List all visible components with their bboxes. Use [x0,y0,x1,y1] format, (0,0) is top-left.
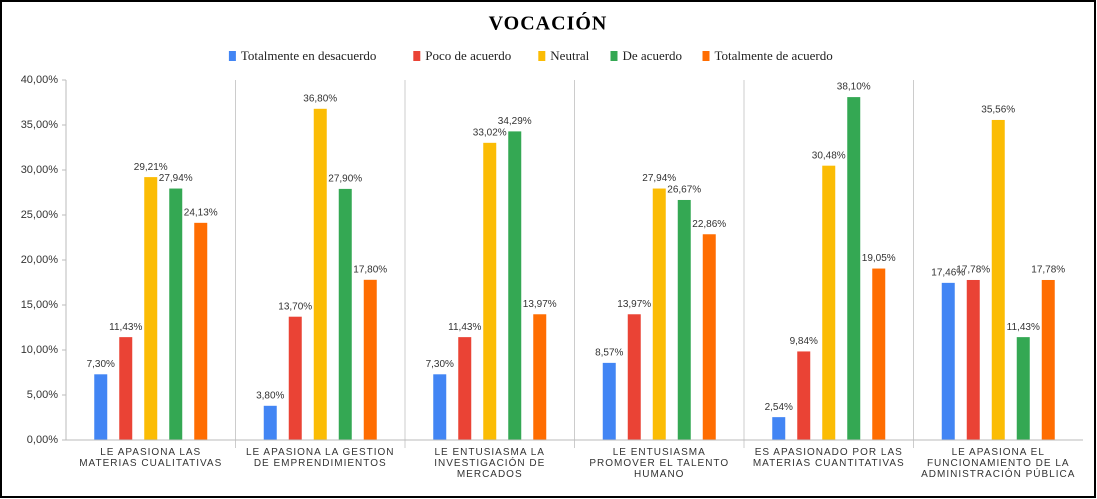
bar [847,97,861,440]
legend-label: Totalmente en desacuerdo [241,48,377,63]
y-tick-label: 25,00% [21,209,59,221]
data-label: 13,97% [523,299,557,310]
bar [941,282,955,440]
data-label: 3,80% [256,390,284,401]
x-tick-label: LE ENTUSIASMA PROMOVER EL TALENTO HUMANO [589,447,730,480]
y-tick-label: 10,00% [21,344,59,356]
data-label: 17,80% [353,264,387,275]
y-tick-label: 0,00% [27,434,58,446]
data-label: 27,90% [328,174,362,185]
data-label: 17,78% [1031,265,1065,276]
bar [94,374,108,440]
data-label: 34,29% [498,116,532,127]
bar [263,405,277,440]
bar [144,177,158,441]
bar [533,314,547,440]
bar [602,362,616,440]
y-tick-label: 20,00% [21,254,59,266]
bar [966,279,980,440]
bar [363,279,377,440]
data-label: 26,67% [667,185,701,196]
bar [338,188,352,440]
bar [872,268,886,440]
bar [1041,279,1055,440]
data-label: 19,05% [862,253,896,264]
bar [458,337,472,440]
x-tick-label: LE APASIONA LAS MATERIAS CUALITATIVAS [79,447,223,469]
data-label: 33,02% [473,127,507,138]
legend-swatch [610,51,618,61]
data-label: 11,43% [448,322,481,333]
bar [194,222,208,440]
legend-swatch [538,51,546,61]
data-label: 13,97% [617,299,651,310]
data-label: 29,21% [134,162,168,173]
legend-swatch [702,51,710,61]
bar [313,108,327,441]
x-tick-label: ES APASIONADO POR LAS MATERIAS CUANTITAT… [752,447,905,469]
y-tick-label: 30,00% [21,164,59,176]
data-label: 7,30% [426,359,454,370]
data-label: 22,86% [692,219,726,230]
chart-title: VOCACIÓN [489,11,608,35]
bar [119,337,133,440]
data-label: 38,10% [837,82,871,93]
legend-label: De acuerdo [623,48,683,63]
bar [483,142,497,440]
bar [652,188,666,440]
data-label: 9,84% [790,336,818,347]
data-label: 13,70% [278,301,312,312]
bar [677,199,691,440]
data-label: 7,30% [87,359,115,370]
data-label: 27,94% [642,173,676,184]
y-tick-label: 35,00% [21,119,59,131]
bar [433,374,447,440]
legend-label: Neutral [550,48,589,63]
data-label: 30,48% [812,150,846,161]
data-label: 11,43% [1007,322,1040,333]
bar [1016,337,1030,440]
data-label: 24,13% [184,207,218,218]
y-tick-label: 40,00% [21,74,59,86]
legend-label: Poco de acuerdo [425,48,511,63]
data-label: 17,78% [956,265,990,276]
bar [627,314,641,440]
bar [822,165,836,440]
bar [508,131,522,440]
data-label: 2,54% [765,402,793,413]
data-label: 36,80% [303,93,337,104]
data-label: 17,46% [931,268,965,279]
y-tick-label: 5,00% [27,389,58,401]
data-label: 35,56% [981,105,1015,116]
bar [797,351,811,440]
data-label: 11,43% [109,322,142,333]
legend-label: Totalmente de acuerdo [715,48,833,63]
bar [288,316,302,440]
y-tick-label: 15,00% [21,299,59,311]
bar [169,188,183,440]
x-tick-label: LE APASIONA EL FUNCIONAMIENTO DE LA ADMI… [921,447,1076,480]
legend-swatch [413,51,421,61]
bar [772,417,786,440]
x-tick-label: LE APASIONA LA GESTION DE EMPRENDIMIENTO… [245,447,395,469]
bar [702,234,716,440]
data-label: 8,57% [595,348,623,359]
x-tick-label: LE ENTUSIASMA LA INVESTIGACIÓN DE MERCAD… [434,447,546,480]
data-label: 27,94% [159,173,193,184]
bar [991,119,1005,441]
legend-swatch [228,51,236,61]
